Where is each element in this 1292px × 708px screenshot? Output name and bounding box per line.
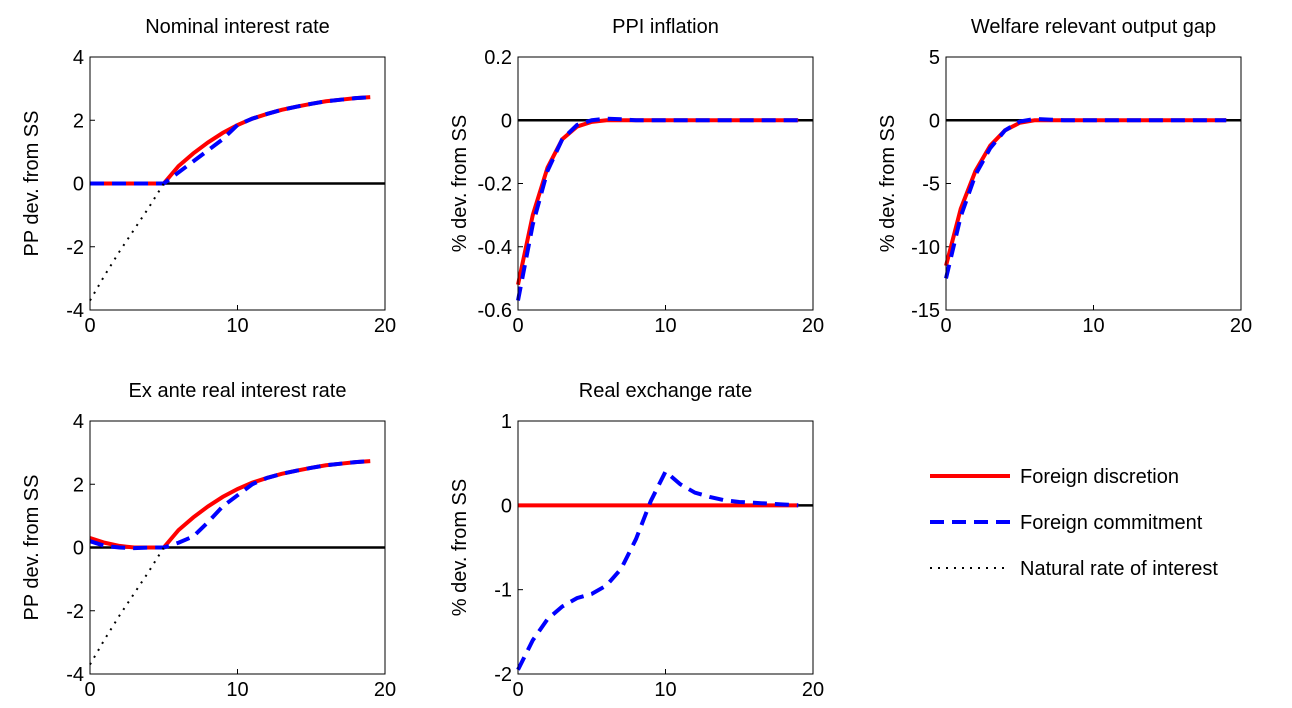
y-tick-label: -4 — [66, 664, 84, 686]
series-line — [944, 118, 1227, 267]
y-tick-label: -4 — [66, 300, 84, 322]
y-tick-label: 0 — [929, 110, 940, 132]
chart-title: Nominal interest rate — [145, 16, 330, 38]
y-axis-label: % dev. from SS — [877, 115, 899, 252]
series-line — [90, 95, 371, 186]
y-tick-label: -15 — [911, 300, 940, 322]
y-tick-label: 2 — [73, 474, 84, 496]
axes-box — [945, 56, 1242, 311]
series-line — [89, 459, 371, 550]
y-tick-label: -10 — [911, 237, 940, 259]
y-tick-label: 0.2 — [484, 47, 512, 69]
series-line — [89, 459, 371, 551]
x-tick-label: 20 — [374, 679, 396, 701]
y-tick-label: -2 — [494, 664, 512, 686]
chart-title: Ex ante real interest rate — [129, 380, 347, 402]
y-tick-label: 2 — [73, 110, 84, 132]
series-line — [944, 116, 1227, 279]
y-tick-label: 1 — [501, 411, 512, 433]
x-tick-label: 0 — [84, 679, 95, 701]
x-tick-label: 10 — [226, 679, 248, 701]
x-tick-label: 0 — [84, 315, 95, 337]
y-axis-label: PP dev. from SS — [21, 111, 43, 257]
y-axis-label: % dev. from SS — [449, 115, 471, 252]
series-line — [89, 546, 165, 666]
legend-label: Natural rate of interest — [1020, 558, 1218, 580]
y-tick-label: -5 — [922, 174, 940, 196]
y-tick-label: -2 — [66, 237, 84, 259]
y-tick-label: 4 — [73, 411, 84, 433]
legend-label: Foreign discretion — [1020, 466, 1179, 488]
y-tick-label: -0.6 — [478, 300, 512, 322]
x-tick-label: 0 — [940, 315, 951, 337]
y-axis-label: % dev. from SS — [449, 479, 471, 616]
x-tick-label: 0 — [512, 315, 523, 337]
x-tick-label: 10 — [654, 315, 676, 337]
axes-box — [89, 420, 386, 675]
x-tick-label: 20 — [374, 315, 396, 337]
x-tick-label: 20 — [802, 679, 824, 701]
y-tick-label: 0 — [73, 538, 84, 560]
y-tick-label: 5 — [929, 47, 940, 69]
y-tick-label: 0 — [501, 495, 512, 517]
series-line — [90, 95, 371, 186]
x-tick-label: 0 — [512, 679, 523, 701]
chart-title: Real exchange rate — [579, 380, 752, 402]
chart-title: Welfare relevant output gap — [971, 16, 1216, 38]
y-tick-label: -1 — [494, 580, 512, 602]
series-line — [516, 468, 799, 671]
y-tick-label: 4 — [73, 47, 84, 69]
y-tick-label: 0 — [73, 174, 84, 196]
x-tick-label: 20 — [802, 315, 824, 337]
axes-box — [517, 420, 814, 675]
series-line — [89, 182, 165, 302]
x-tick-label: 10 — [1082, 315, 1104, 337]
chart-title: PPI inflation — [612, 16, 719, 38]
y-axis-label: PP dev. from SS — [21, 475, 43, 621]
axes-box — [517, 56, 814, 311]
x-tick-label: 10 — [654, 679, 676, 701]
y-tick-label: -2 — [66, 601, 84, 623]
y-tick-label: -0.4 — [478, 237, 512, 259]
series-line — [516, 116, 799, 301]
x-tick-label: 10 — [226, 315, 248, 337]
axes-box — [89, 56, 386, 311]
x-tick-label: 20 — [1230, 315, 1252, 337]
legend-label: Foreign commitment — [1020, 512, 1203, 534]
y-tick-label: 0 — [501, 110, 512, 132]
y-tick-label: -0.2 — [478, 174, 512, 196]
